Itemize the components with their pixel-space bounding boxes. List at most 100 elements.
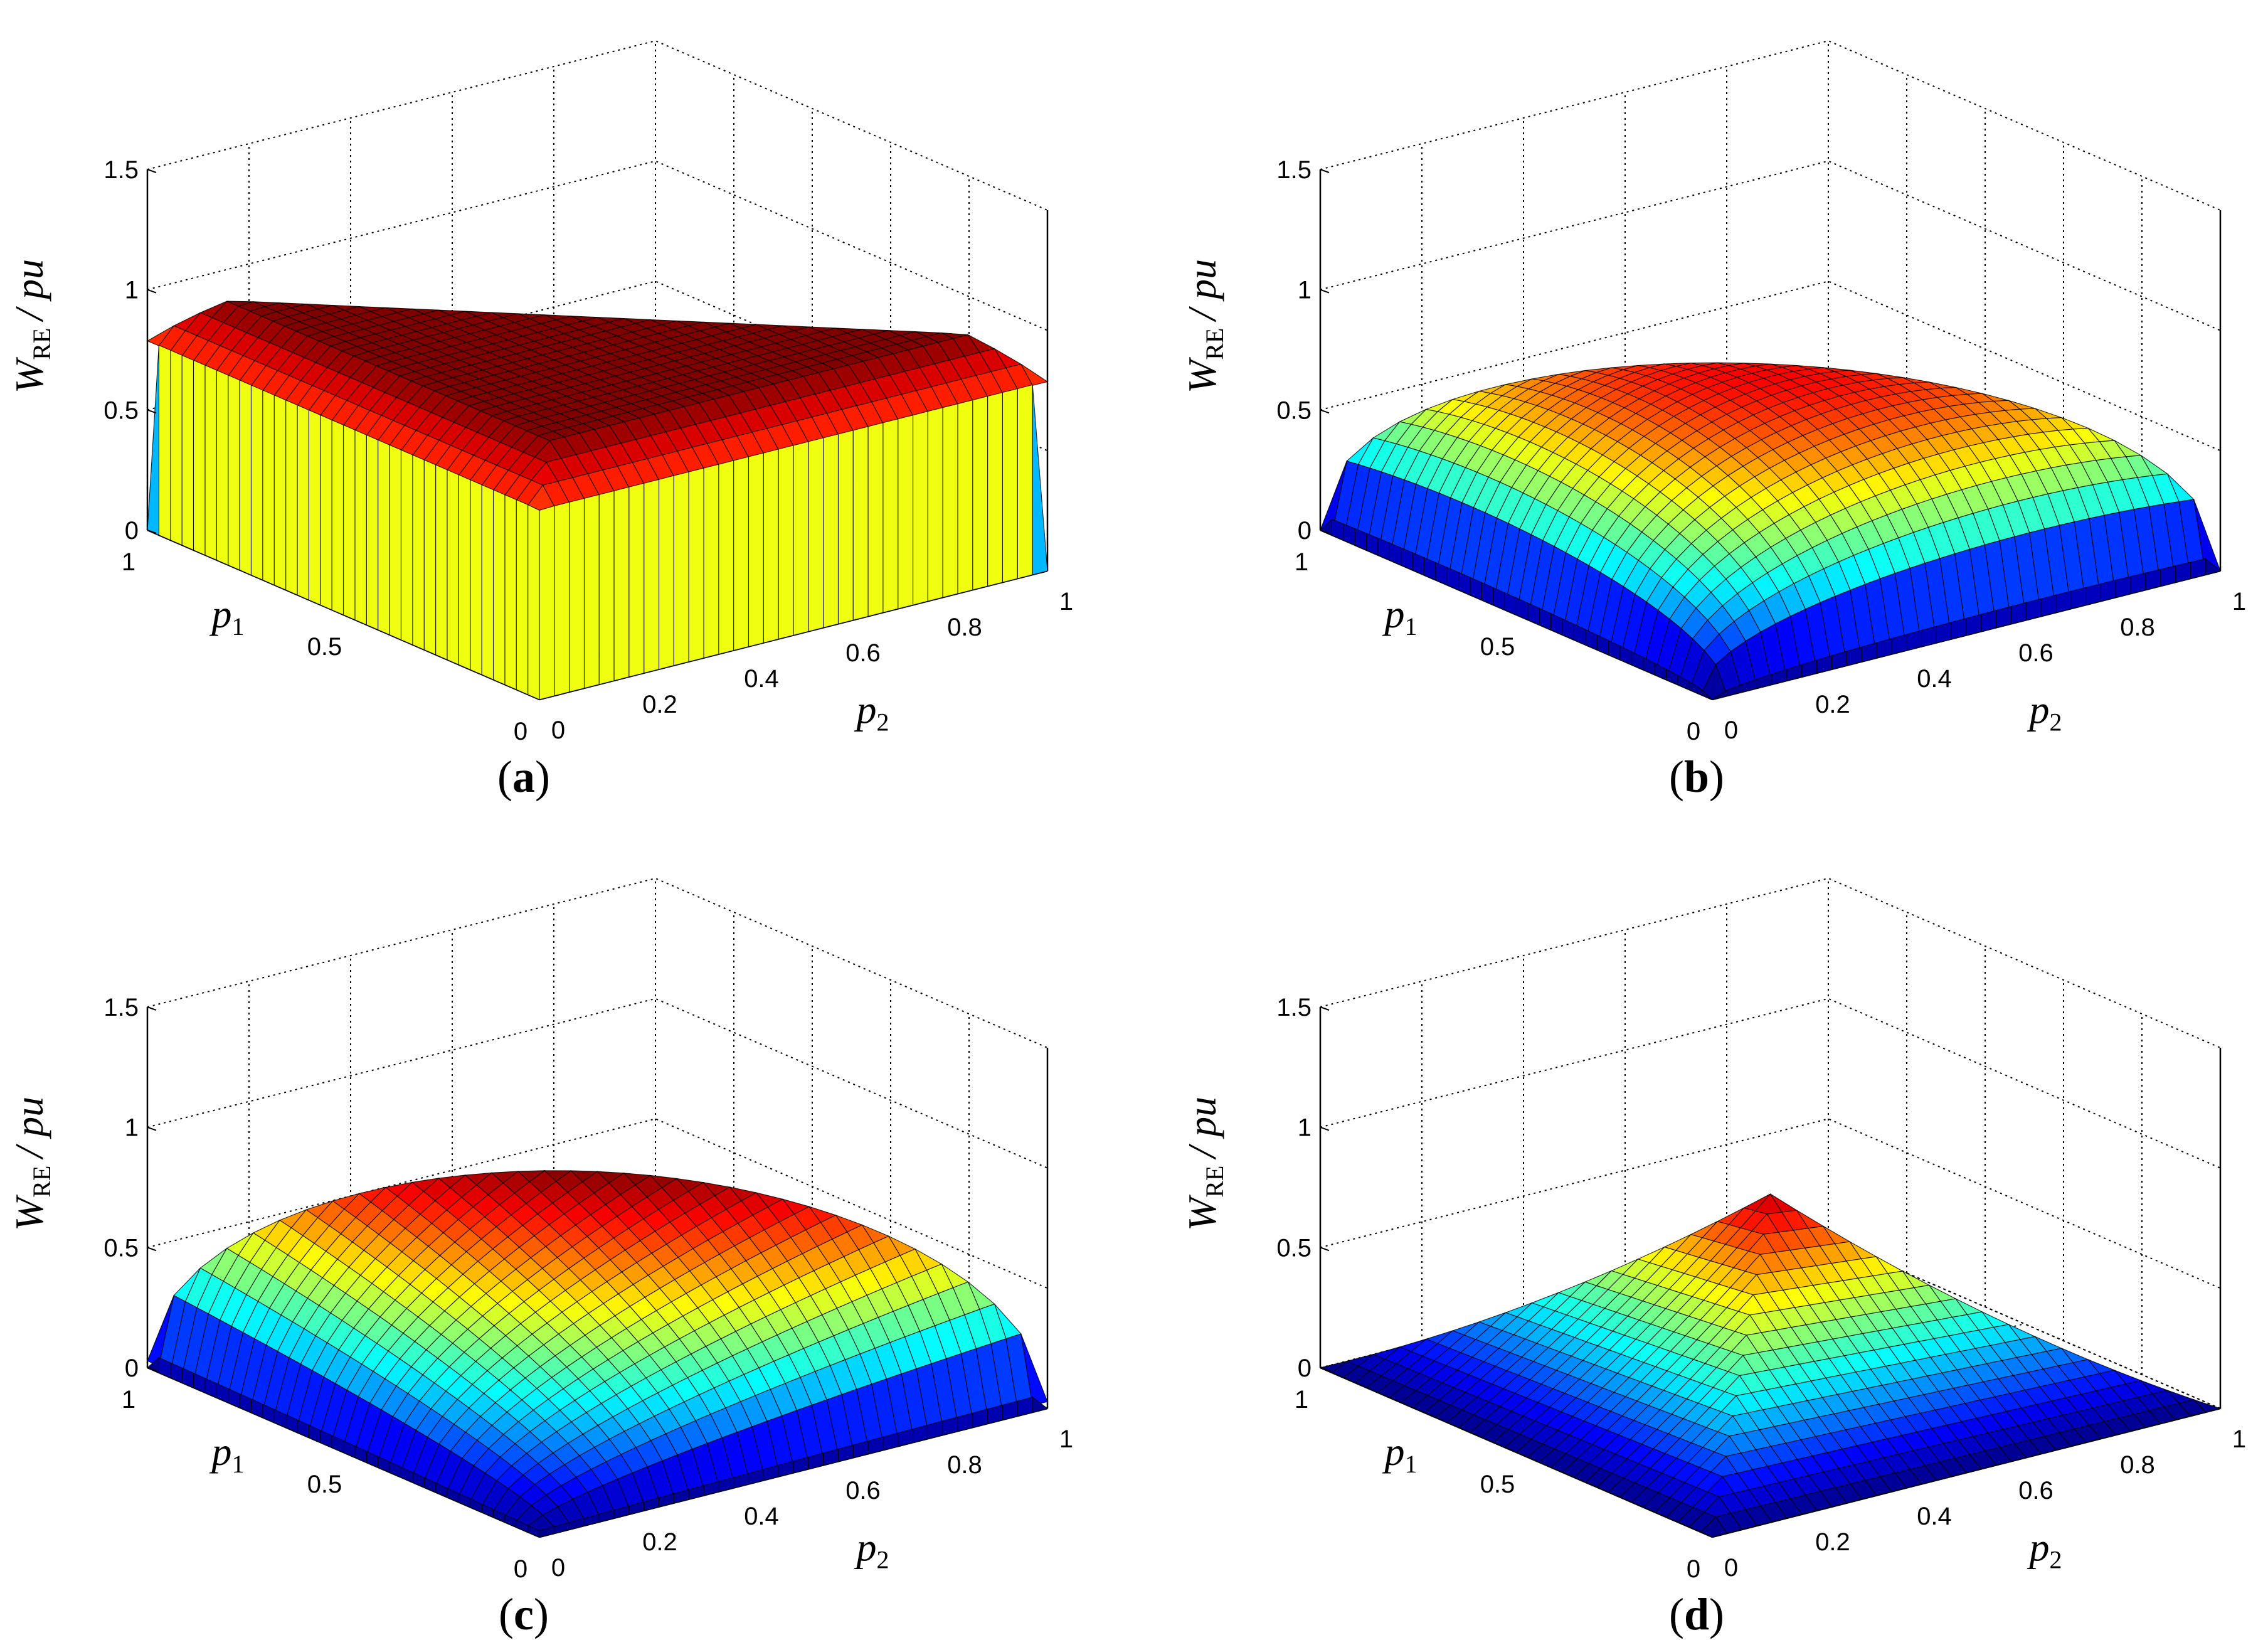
p2-tick-label: 0.4 [1917,665,1952,693]
surface [1320,362,2221,700]
p2-tick-label: 1 [1059,1425,1073,1453]
skirt-patch [867,422,884,617]
skirt-patch [481,484,494,681]
p2-tick-label: 0.4 [744,665,779,693]
p1-axis-label-sub: 1 [232,1450,245,1478]
p1-axis-label: p1 [209,1429,245,1478]
z-tick-label: 1 [1298,1114,1312,1142]
skirt-patch [297,404,309,601]
p1-tick-label: 0 [514,718,527,745]
z-axis-label: WRE / pu [7,1097,56,1231]
p2-axis-label-sub: 2 [877,1545,889,1573]
skirt-patch [972,395,988,590]
skirt-patch [2025,598,2042,621]
z-tick-label: 0.5 [103,397,139,424]
p2-axis-label-sub: 2 [877,708,889,736]
skirt-patch [852,426,869,621]
p1-tick-label: 0.5 [307,1471,342,1498]
caption-letter: a [512,752,535,802]
skirt-patch [554,501,570,696]
skirt-patch [2205,1408,2221,1413]
surface [147,1170,1048,1531]
skirt-patch [837,430,854,625]
p2-tick-label: 0.6 [2018,1477,2053,1504]
skirt-patch [882,418,899,614]
skirt-patch [389,444,401,641]
p2-axis-label-sub: 2 [2050,708,2062,736]
p1-axis-label-main: p [1382,592,1405,636]
skirt-patch [628,482,645,678]
skirt-patch [733,456,750,651]
skirt-patch [763,449,779,644]
p2-tick-label: 0.6 [845,639,881,667]
p2-axis-label-main: p [854,687,877,732]
gridline-z [1320,1118,2221,1289]
p1-tick-label: 1 [122,548,135,576]
caption-open: ( [499,1589,514,1639]
caption-letter: b [1684,752,1709,802]
skirt-patch [2010,602,2027,625]
z-tick-mark [147,289,157,294]
z-tick-mark [1320,169,1330,173]
p2-tick-label: 0.4 [744,1503,779,1530]
z-tick-label: 1.5 [103,994,139,1021]
caption-open: ( [1669,752,1684,802]
z-tick-mark [147,169,157,173]
skirt-patch [703,464,719,659]
skirt-patch [659,475,674,670]
p1-axis-label-sub: 1 [1405,612,1417,641]
p2-axis-label: p2 [854,1525,889,1573]
z-tick-label: 0 [1298,517,1312,545]
p2-tick-label: 0.2 [1815,691,1850,718]
p2-tick-label: 0.8 [947,614,982,641]
z-tick-label: 0.5 [1276,397,1312,424]
skirt-patch [778,445,794,640]
p1-axis-label-main: p [209,1429,232,1474]
p1-axis-label: p1 [1382,1429,1417,1478]
p2-tick-label: 0.8 [2120,614,2155,641]
skirt-patch [927,407,943,602]
skirt-patch [147,345,159,536]
p2-tick-label: 0.8 [947,1451,982,1479]
skirt-patch [1017,384,1033,579]
p2-tick-label: 1 [2232,1425,2246,1453]
z-axis-label-unit: / pu [7,1097,51,1160]
skirt-patch [1936,622,1952,644]
p1-tick-label: 0.5 [307,633,342,661]
skirt-patch [504,494,517,690]
p2-tick-label: 0 [1724,1554,1738,1582]
p2-tick-label: 1 [2232,588,2246,615]
p1-tick-label: 1 [1295,1386,1308,1414]
caption-letter: c [514,1589,534,1639]
caption-close: ) [534,1589,549,1639]
gridline-z [1320,877,2221,1048]
skirt-patch [1002,388,1018,583]
skirt-patch [366,434,379,631]
skirt-patch [2115,576,2131,598]
p2-axis-label-main: p [854,1525,877,1569]
gridline-z [1320,160,2221,331]
surface-skirt [147,344,1048,700]
skirt-patch [470,479,482,676]
p1-tick-label: 1 [1295,548,1308,576]
skirt-patch [1032,385,1048,575]
skirt-patch [250,385,263,581]
p2-axis-label-main: p [2027,687,2050,732]
z-tick-mark [1320,1006,1330,1011]
p2-axis-label: p2 [2027,1525,2062,1573]
z-axis-label-sub: RE [1200,328,1229,360]
p2-tick-label: 1 [1059,588,1073,615]
skirt-patch [400,449,413,646]
skirt-patch [2100,579,2116,602]
skirt-patch [2055,590,2072,614]
caption-open: ( [497,752,512,802]
skirt-patch [204,365,217,561]
z-axis-label-sub: RE [28,328,56,360]
gridline-z [147,40,1048,211]
caption-close: ) [535,752,550,802]
skirt-patch [569,498,585,693]
